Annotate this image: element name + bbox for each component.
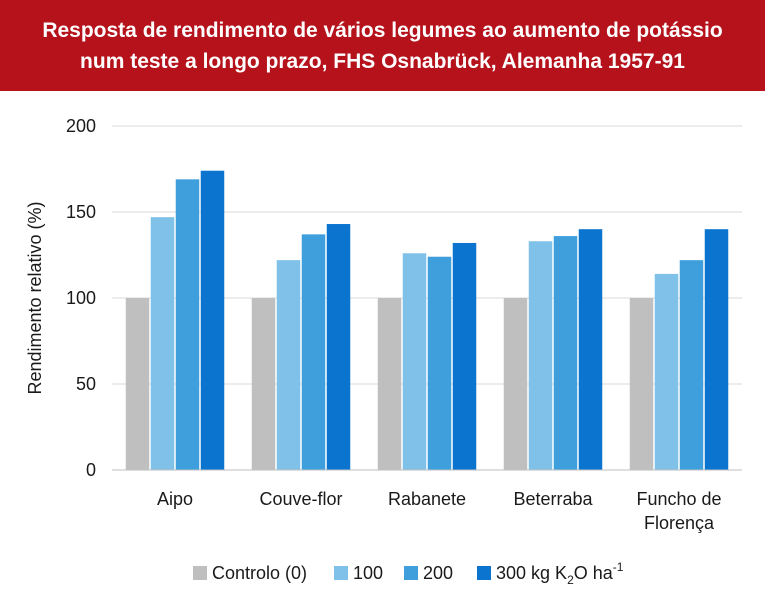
x-category-label-4-1: Florença	[644, 513, 715, 533]
legend: Controlo (0) 100 200 300 kg K2O ha-1	[193, 560, 624, 587]
y-tick-label-100: 100	[66, 288, 96, 308]
y-axis-title: Rendimento relativo (%)	[25, 201, 45, 394]
x-category-label-0-0: Aipo	[157, 489, 193, 509]
x-category-label-1-0: Couve-flor	[259, 489, 342, 509]
bar-1-1	[276, 260, 301, 470]
bar-0-0	[125, 298, 150, 470]
legend-swatch-controlo	[193, 566, 207, 580]
axis-labels: 0 50 100 150 200 Aipo Couve-flor Rabanete Beterr…	[66, 116, 722, 533]
bar-4-3	[704, 229, 729, 470]
bars	[112, 170, 742, 471]
chart-title-banner: Resposta de rendimento de vários legumes…	[0, 0, 765, 91]
bar-3-3	[578, 229, 603, 470]
bar-2-0	[377, 298, 402, 470]
bar-0-1	[150, 217, 175, 470]
legend-label-200: 200	[423, 563, 453, 583]
y-tick-label-0: 0	[86, 460, 96, 480]
bar-2-2	[427, 256, 452, 470]
chart-title-line-2: num teste a longo prazo, FHS Osnabrück, …	[80, 49, 685, 73]
bar-1-0	[251, 298, 276, 470]
y-tick-label-50: 50	[76, 374, 96, 394]
bar-2-1	[402, 253, 427, 470]
chart-title-line-1: Resposta de rendimento de vários legumes…	[42, 18, 723, 42]
legend-300-sub: 2	[567, 573, 574, 587]
x-category-label-2-0: Rabanete	[388, 489, 466, 509]
x-category-label-3-0: Beterraba	[513, 489, 593, 509]
bar-1-3	[326, 224, 351, 470]
bar-0-3	[200, 170, 225, 470]
y-tick-label-150: 150	[66, 202, 96, 222]
bar-3-0	[503, 298, 528, 470]
legend-swatch-300	[477, 566, 491, 580]
y-tick-label-200: 200	[66, 116, 96, 136]
bar-1-2	[301, 234, 326, 470]
bar-3-2	[553, 236, 578, 470]
legend-label-controlo: Controlo (0)	[212, 563, 307, 583]
bar-2-3	[452, 242, 477, 470]
legend-300-sup: -1	[613, 560, 624, 574]
bar-4-1	[654, 273, 679, 470]
bar-0-2	[175, 179, 200, 470]
legend-label-300: 300 kg K2O ha-1	[496, 560, 624, 587]
legend-swatch-100	[334, 566, 348, 580]
bar-4-0	[629, 298, 654, 470]
bar-4-2	[679, 260, 704, 470]
x-category-label-4-0: Funcho de	[636, 489, 721, 509]
bar-3-1	[528, 241, 553, 470]
legend-300-mid: O ha	[574, 563, 614, 583]
legend-swatch-200	[404, 566, 418, 580]
legend-label-100: 100	[353, 563, 383, 583]
legend-300-prefix: 300 kg K	[496, 563, 567, 583]
